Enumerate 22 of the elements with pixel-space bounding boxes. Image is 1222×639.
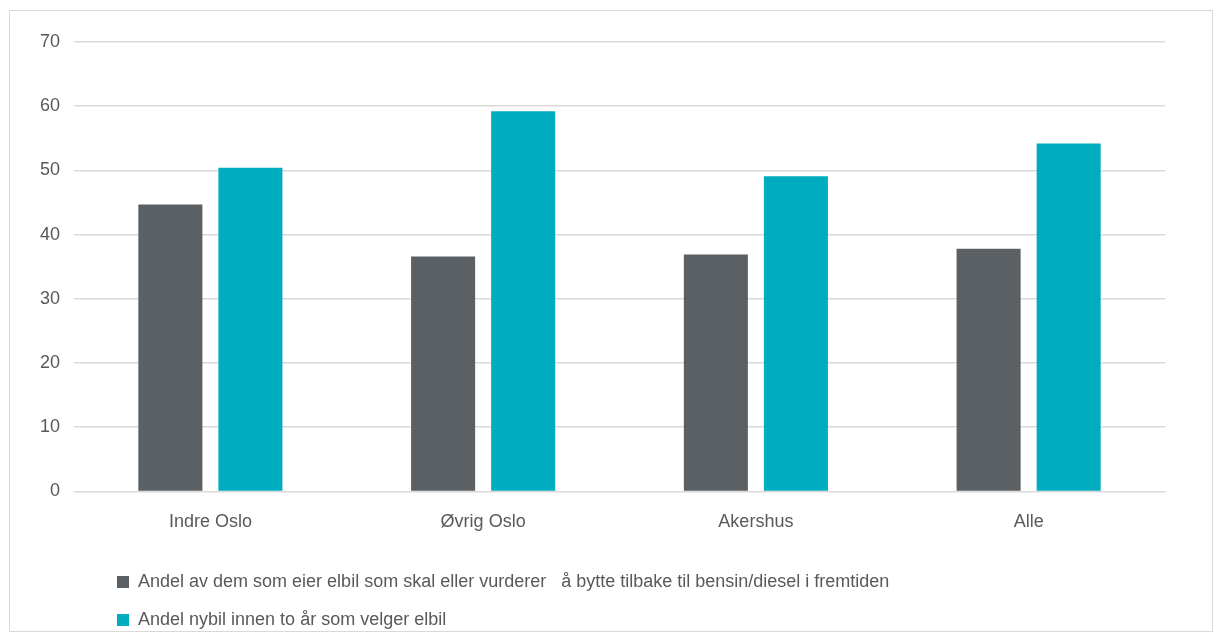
x-tick-label: Øvrig Oslo — [440, 511, 526, 532]
x-tick-label: Alle — [1013, 511, 1044, 532]
x-tick-label: Akershus — [718, 511, 794, 532]
bar — [956, 248, 1021, 491]
bar — [491, 111, 556, 491]
y-tick-label: 70 — [39, 30, 61, 51]
legend-label: Andel av dem som eier elbil som skal eller vurderer å bytte tilbake til bensin/diesel i fremtiden — [138, 570, 890, 591]
bar — [138, 204, 203, 491]
bar — [763, 176, 828, 491]
y-tick-label: 0 — [50, 480, 61, 501]
y-tick-label: 60 — [39, 95, 61, 116]
bar — [411, 256, 476, 491]
bar — [683, 254, 748, 491]
y-tick-label: 50 — [39, 159, 61, 180]
x-tick-label: Indre Oslo — [168, 511, 252, 532]
y-tick-label: 20 — [39, 351, 61, 372]
bar — [218, 167, 283, 491]
y-tick-label: 30 — [39, 287, 61, 308]
y-tick-label: 10 — [39, 416, 61, 437]
y-tick-label: 40 — [39, 223, 61, 244]
legend-label: Andel nybil innen to år som velger elbil — [138, 608, 447, 629]
bar — [1036, 143, 1101, 491]
